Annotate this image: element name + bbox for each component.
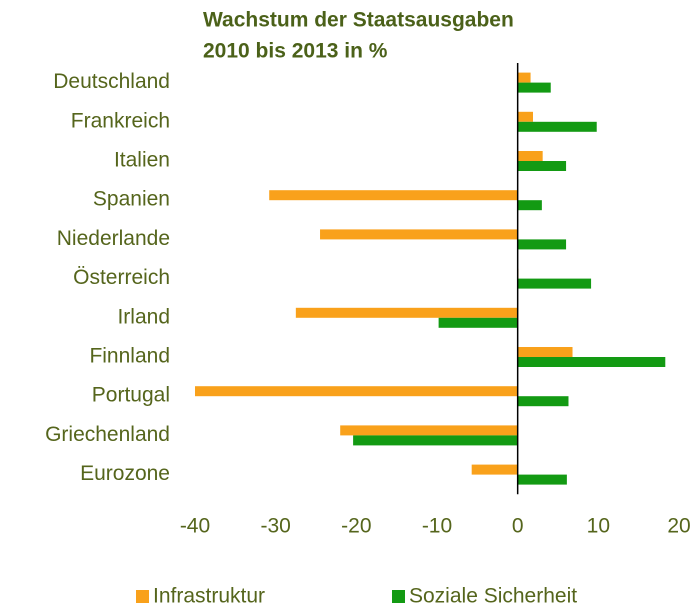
bar — [195, 386, 518, 397]
category-label: Deutschland — [53, 70, 170, 93]
bar — [517, 200, 542, 211]
legend-swatch — [392, 590, 405, 603]
category-label: Frankreich — [71, 109, 170, 132]
bar — [517, 278, 592, 289]
bar — [353, 435, 518, 446]
category-label: Griechenland — [45, 423, 170, 446]
legend-swatch — [136, 590, 149, 603]
bar — [438, 317, 518, 328]
bar — [320, 229, 518, 240]
category-label: Niederlande — [57, 227, 170, 250]
x-tick-label: -30 — [260, 515, 290, 538]
category-label: Spanien — [93, 188, 170, 211]
category-label: Portugal — [92, 384, 170, 407]
bar — [517, 396, 569, 407]
x-tick-label: -10 — [422, 515, 452, 538]
category-label: Irland — [117, 305, 170, 328]
chart-title: 2010 bis 2013 in % — [203, 40, 388, 63]
bar — [295, 307, 518, 318]
bar — [517, 347, 573, 357]
legend-label: Infrastruktur — [153, 585, 265, 607]
bar — [517, 151, 543, 161]
category-label: Österreich — [73, 266, 170, 289]
category-label: Eurozone — [80, 462, 170, 485]
bar — [517, 161, 567, 171]
chart-title: Wachstum der Staatsausgaben — [203, 9, 514, 32]
bar — [517, 239, 567, 250]
x-tick-label: 10 — [587, 515, 610, 538]
x-tick-label: 0 — [512, 515, 524, 538]
bar — [517, 72, 531, 83]
bar — [340, 425, 518, 436]
category-label: Italien — [114, 149, 170, 172]
legend-label: Soziale Sicherheit — [409, 585, 577, 607]
x-tick-label: -20 — [341, 515, 371, 538]
bar — [517, 82, 551, 93]
bar — [517, 357, 666, 367]
x-tick-label: 20 — [667, 515, 690, 538]
category-label: Finnland — [89, 345, 170, 368]
bar — [471, 464, 518, 475]
x-tick-label: -40 — [180, 515, 210, 538]
bar — [517, 474, 567, 485]
bar — [517, 121, 597, 132]
bar — [269, 190, 518, 201]
bar — [517, 111, 533, 122]
